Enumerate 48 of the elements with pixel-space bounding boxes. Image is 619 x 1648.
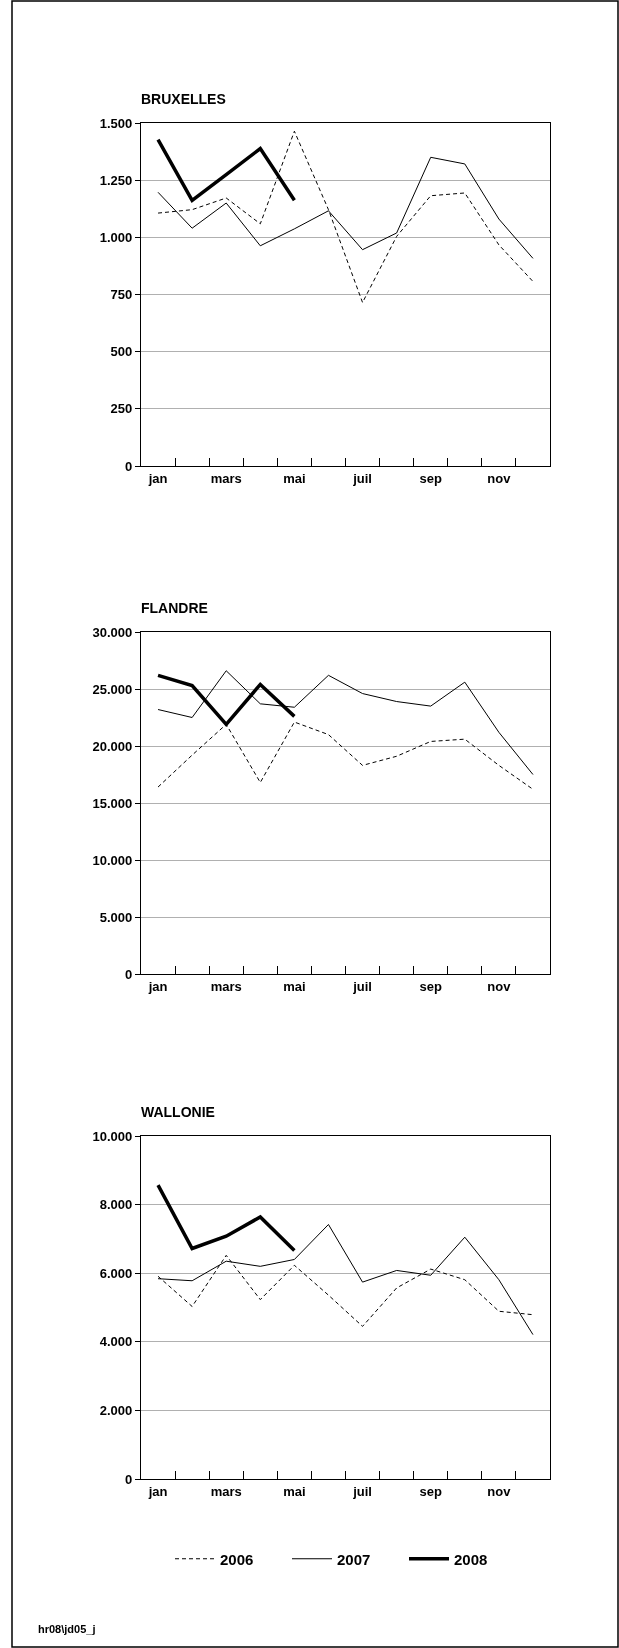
x-tick-label: jan	[147, 978, 168, 994]
x-tick-label: mai	[283, 470, 306, 486]
x-tick-label: mars	[210, 1483, 242, 1499]
x-tick-label: mai	[283, 1483, 306, 1499]
y-tick-label: 4.000	[99, 1334, 133, 1350]
x-tick-label: juil	[352, 470, 372, 486]
legend-label: 2006	[220, 1550, 254, 1568]
y-tick-label: 500	[110, 344, 133, 360]
x-tick-label: sep	[419, 1483, 442, 1499]
y-tick-label: 0	[125, 966, 133, 982]
y-tick-label: 250	[110, 401, 133, 417]
y-tick-label: 0	[125, 1471, 133, 1487]
y-tick-label: 2.000	[99, 1402, 133, 1418]
y-tick-label: 5.000	[99, 909, 133, 925]
y-tick-label: 1.000	[99, 229, 133, 245]
text: hr08\jd05_j	[38, 1623, 96, 1635]
y-tick-label: 1.250	[99, 172, 133, 188]
chart-title: BRUXELLES	[141, 91, 226, 107]
x-tick-label: sep	[419, 978, 442, 994]
line-series	[157, 670, 534, 775]
x-tick-label: jan	[147, 470, 168, 486]
x-tick-label: nov	[487, 1483, 512, 1499]
y-tick-label: 750	[110, 287, 133, 303]
x-tick-label: mars	[210, 470, 242, 486]
legend-label: 2008	[454, 1550, 488, 1568]
legend-label: 2007	[337, 1550, 371, 1568]
x-tick-label: juil	[352, 1483, 372, 1499]
y-tick-label: 30.000	[92, 624, 133, 640]
y-tick-label: 20.000	[92, 738, 133, 754]
x-tick-label: mai	[283, 978, 306, 994]
y-tick-label: 1.500	[99, 115, 133, 131]
x-tick-label: juil	[352, 978, 372, 994]
y-tick-label: 8.000	[99, 1197, 133, 1213]
y-tick-label: 10.000	[92, 852, 133, 868]
x-tick-label: nov	[487, 978, 512, 994]
x-tick-label: mars	[210, 978, 242, 994]
x-tick-label: sep	[419, 470, 442, 486]
y-tick-label: 10.000	[92, 1128, 133, 1144]
line-series	[157, 130, 534, 303]
y-tick-label: 15.000	[92, 795, 133, 811]
line-series	[156, 1183, 297, 1253]
chart-title: WALLONIE	[141, 1104, 215, 1120]
x-tick-label: nov	[487, 470, 512, 486]
y-tick-label: 25.000	[92, 681, 133, 697]
y-tick-label: 6.000	[99, 1265, 133, 1281]
x-tick-label: jan	[147, 1483, 168, 1499]
y-tick-label: 0	[125, 458, 133, 474]
chart-title: FLANDRE	[141, 600, 208, 616]
